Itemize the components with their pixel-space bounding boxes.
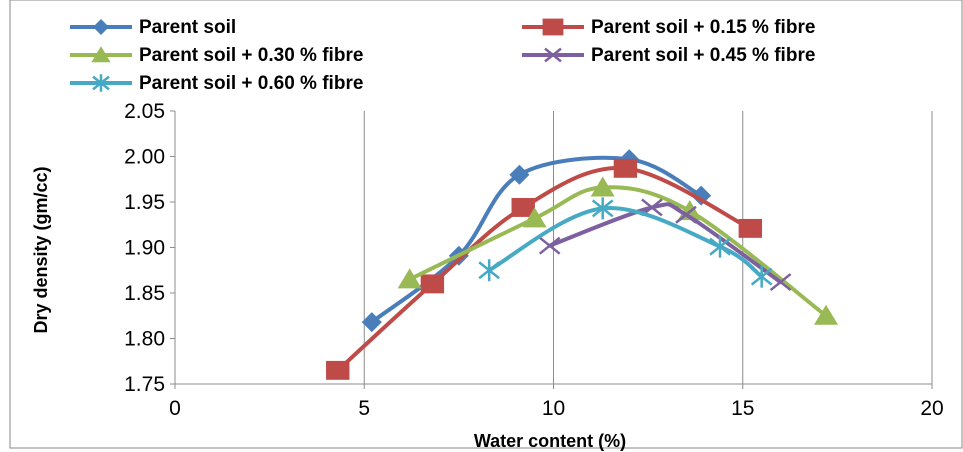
x-axis-title: Water content (%)	[474, 431, 626, 451]
axes: 0 5 10 15 20 1.75 1.80 1.85 1.90 1.95 2.00 2.05	[124, 100, 944, 420]
data-point	[478, 259, 500, 282]
y-tick-label: 1.95	[124, 191, 165, 214]
data-point	[361, 312, 382, 333]
data-point	[544, 47, 562, 63]
legend-label: Parent soil + 0.15 % fibre	[591, 17, 815, 38]
legend-label: Parent soil + 0.60 % fibre	[139, 73, 363, 94]
y-tick-label: 1.85	[124, 282, 165, 305]
x-tick-label: 5	[358, 397, 370, 420]
series-line	[487, 206, 764, 279]
y-tick-label: 1.75	[124, 373, 165, 396]
legend-label: Parent soil + 0.45 % fibre	[591, 45, 815, 66]
data-point	[92, 74, 110, 92]
y-tick-label: 2.05	[124, 100, 165, 123]
data-point	[675, 205, 697, 224]
data-point	[397, 268, 422, 289]
legend-entry-3: Parent soil + 0.30 % fibre	[70, 45, 363, 66]
legend-label: Parent soil + 0.30 % fibre	[139, 45, 363, 66]
legend: Parent soil Parent soil + 0.15 % fibre Par…	[70, 17, 815, 94]
chart-border	[9, 0, 963, 449]
series-layer	[326, 149, 839, 380]
data-point	[91, 46, 111, 63]
data-point	[738, 218, 763, 238]
legend-entry-5: Parent soil + 0.60 % fibre	[70, 73, 363, 94]
data-point	[542, 18, 564, 36]
legend-label: Parent soil	[139, 17, 236, 38]
series-line	[547, 202, 783, 285]
data-point	[769, 273, 792, 292]
data-point	[814, 304, 839, 325]
data-point	[709, 235, 731, 258]
legend-entry-2: Parent soil + 0.15 % fibre	[522, 17, 815, 38]
y-tick-label: 2.00	[124, 146, 165, 169]
data-point	[326, 360, 350, 380]
legend-entry-1: Parent soil	[70, 17, 236, 38]
data-point	[93, 19, 109, 35]
x-tick-label: 0	[169, 397, 181, 420]
series-2	[326, 158, 763, 380]
series-3	[397, 176, 839, 325]
data-point	[590, 176, 615, 197]
data-point	[511, 198, 535, 217]
y-tick-label: 1.90	[124, 237, 165, 260]
x-tick-label: 20	[920, 397, 943, 420]
y-axis-title: Dry density (gm/cc)	[31, 166, 51, 333]
x-tick-label: 15	[731, 397, 754, 420]
x-tick-label: 10	[542, 397, 565, 420]
data-point	[522, 207, 547, 228]
series-5	[478, 197, 773, 288]
legend-entry-4: Parent soil + 0.45 % fibre	[522, 45, 815, 66]
data-point	[509, 164, 530, 185]
data-point	[591, 197, 614, 220]
data-point	[538, 236, 561, 255]
y-tick-label: 1.80	[124, 328, 165, 351]
data-point	[613, 158, 638, 178]
data-point	[420, 274, 445, 294]
data-point	[750, 265, 773, 288]
